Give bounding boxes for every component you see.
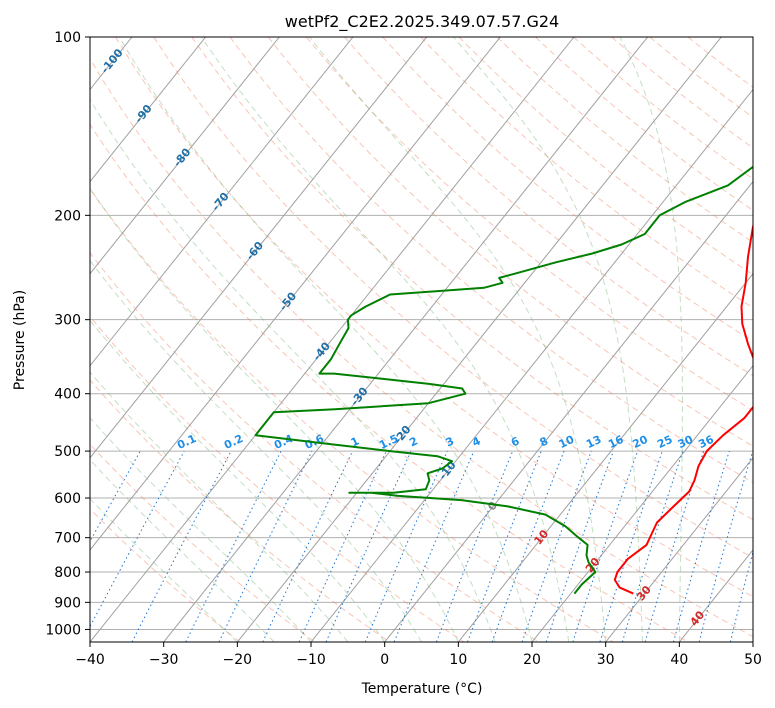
- dry-adiabat-line: [90, 251, 540, 642]
- mixing-ratio-line: [262, 450, 353, 642]
- y-tick-label: 200: [54, 208, 81, 224]
- dry-adiabat-line: [496, 37, 753, 243]
- x-axis-label: Temperature (°C): [361, 681, 483, 697]
- y-tick-label: 900: [54, 595, 81, 611]
- dry-adiabat-line: [229, 37, 753, 484]
- mixing-ratio-line: [698, 450, 753, 642]
- isotherm-line: [531, 364, 753, 642]
- isotherm-line: [310, 88, 753, 642]
- mixing-ratio-line: [90, 450, 185, 628]
- background-lines: [90, 37, 753, 642]
- moist-adiabat-line: [90, 371, 349, 642]
- x-axis: −40 −30 −20 −10 0 10 20 30 40 50: [75, 642, 762, 668]
- isotherm-line: [90, 37, 575, 642]
- x-tick-label: −40: [75, 652, 105, 668]
- y-tick-label: 1000: [45, 622, 81, 638]
- y-axis-label: Pressure (hPa): [12, 290, 28, 390]
- y-tick-label: 800: [54, 565, 81, 581]
- moist-adiabat-line: [90, 498, 238, 642]
- dry-adiabat-line: [90, 315, 465, 642]
- y-tick-label: 400: [54, 387, 81, 403]
- isotherm-line: [90, 37, 428, 459]
- dry-adiabat-line: [90, 508, 241, 642]
- moist-adiabat-line: [453, 37, 643, 642]
- dry-adiabat-line: [153, 37, 753, 559]
- dry-adiabat-line: [306, 37, 753, 412]
- mixing-ratio-line: [467, 450, 542, 642]
- x-tick-label: 30: [597, 652, 615, 668]
- dry-adiabat-line: [420, 37, 753, 309]
- y-tick-label: 100: [54, 30, 81, 46]
- isotherm-line: [384, 180, 753, 642]
- x-tick-label: 0: [380, 652, 389, 668]
- moist-adiabat-line: [90, 459, 275, 642]
- moist-adiabat-line: [90, 187, 459, 642]
- series-line-temperature: [613, 222, 753, 595]
- y-tick-label: 600: [54, 491, 81, 507]
- x-tick-label: −30: [149, 652, 179, 668]
- mixing-ratio-label: 30: [676, 433, 696, 451]
- mixing-ratio-label: 13: [584, 433, 603, 451]
- mixing-ratio-label: 25: [655, 433, 674, 451]
- y-tick-label: 500: [54, 444, 81, 460]
- mixing-ratio-label: 10: [557, 433, 577, 451]
- dry-adiabat-line: [90, 57, 753, 638]
- isotherm-line: [236, 37, 722, 642]
- moist-adiabat-line: [90, 319, 386, 642]
- mixing-ratio-line: [644, 450, 705, 642]
- x-tick-label: 20: [523, 652, 541, 668]
- mixing-ratio-line: [572, 450, 639, 642]
- mixing-ratio-line: [435, 450, 514, 642]
- dry-adiabat-line: [535, 37, 753, 211]
- mixing-ratio-label: 16: [606, 433, 626, 451]
- dry-adiabat-line: [382, 37, 753, 342]
- moist-adiabat-line: [309, 37, 607, 642]
- isotherm-line: [163, 37, 649, 642]
- y-tick-label: 700: [54, 531, 81, 547]
- mixing-ratio-label: 20: [631, 433, 651, 451]
- isotherm-line: [90, 37, 354, 367]
- x-tick-label: 40: [670, 652, 688, 668]
- dry-adiabat-line: [90, 188, 614, 642]
- dry-adiabat-line: [267, 37, 753, 447]
- moist-adiabat-line: [201, 37, 570, 642]
- plot-frame: [89, 36, 754, 643]
- mixing-ratio-line: [298, 450, 387, 642]
- dry-adiabat-line: [90, 123, 689, 642]
- moist-adiabat-line: [619, 37, 683, 642]
- dry-adiabat-line: [344, 37, 753, 377]
- x-tick-label: −10: [296, 652, 326, 668]
- mixing-ratio-line: [621, 450, 684, 642]
- isotherm-line: [90, 37, 501, 551]
- moist-adiabat-line: [90, 259, 422, 642]
- isotherm-line: [605, 457, 753, 642]
- x-tick-label: −20: [223, 652, 253, 668]
- isotherm-line: [90, 37, 280, 275]
- moist-adiabat-line: [118, 37, 533, 642]
- dry-adiabat-line: [191, 37, 753, 521]
- series-layer: [254, 165, 753, 595]
- isotherm-line: [457, 272, 753, 642]
- dry-adiabat-line: [115, 37, 753, 598]
- mixing-ratio-line: [672, 450, 730, 642]
- dry-adiabat-line: [90, 379, 390, 642]
- mixing-ratio-line: [218, 450, 313, 642]
- x-tick-label: 10: [449, 652, 467, 668]
- isotherm-line: [90, 37, 207, 183]
- x-tick-label: 50: [744, 652, 762, 668]
- moist-adiabat-line: [90, 98, 496, 642]
- series-line-dewpoint: [254, 165, 753, 595]
- y-axis: 100 200 300 400 500 600 700 800 900 1000: [45, 30, 90, 638]
- chart-title: wetPf2_C2E2.2025.349.07.57.G24: [285, 12, 559, 32]
- y-tick-label: 300: [54, 313, 81, 329]
- dry-adiabat-line: [611, 37, 753, 149]
